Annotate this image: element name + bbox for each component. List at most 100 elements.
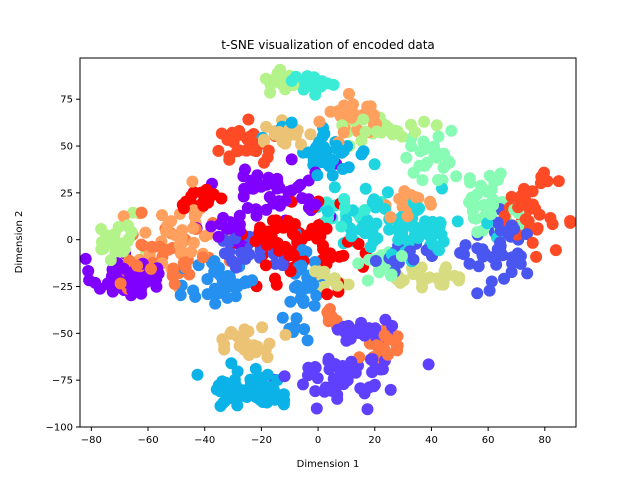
scatter-point	[277, 388, 290, 401]
scatter-point	[428, 140, 440, 153]
scatter-point	[256, 321, 269, 334]
scatter-point	[344, 332, 357, 345]
scatter-point	[307, 278, 320, 291]
scatter-point	[352, 238, 365, 250]
scatter-point	[338, 193, 351, 205]
scatter-point	[488, 175, 501, 188]
scatter-point	[301, 334, 314, 347]
scatter-point	[325, 313, 338, 325]
scatter-point	[382, 333, 395, 345]
scatter-point	[275, 69, 288, 81]
scatter-point	[237, 170, 250, 183]
scatter-point	[225, 389, 238, 402]
scatter-point	[417, 135, 430, 148]
scatter-point	[114, 277, 127, 290]
scatter-point	[430, 119, 443, 132]
scatter-point	[176, 224, 189, 237]
scatter-point	[533, 208, 546, 221]
x-tick-label: −40	[194, 435, 215, 446]
scatter-point	[296, 244, 309, 256]
scatter-point	[494, 167, 507, 180]
scatter-point	[249, 346, 262, 359]
scatter-point	[310, 402, 323, 415]
scatter-point	[479, 247, 492, 260]
scatter-point	[362, 227, 375, 239]
scatter-point	[490, 258, 503, 271]
scatter-point	[506, 257, 519, 270]
scatter-point	[191, 368, 204, 381]
scatter-point	[337, 249, 350, 262]
scatter-point	[526, 236, 539, 249]
scatter-point	[197, 251, 209, 264]
y-axis-label: Dimension 2	[14, 211, 25, 274]
scatter-point	[354, 382, 367, 395]
scatter-point	[564, 215, 577, 227]
scatter-point	[418, 115, 431, 128]
scatter-point	[327, 154, 340, 166]
scatter-point	[309, 385, 322, 398]
scatter-point	[156, 209, 168, 222]
scatter-point	[297, 294, 310, 307]
scatter-point	[361, 100, 374, 113]
scatter-point	[279, 194, 292, 207]
scatter-point	[414, 145, 427, 158]
scatter-point	[373, 266, 386, 279]
scatter-point	[367, 380, 380, 393]
scatter-point	[316, 130, 329, 143]
scatter-point	[201, 273, 214, 286]
scatter-point	[285, 74, 298, 87]
scatter-point	[226, 255, 239, 268]
scatter-point	[361, 274, 374, 287]
scatter-point	[298, 323, 311, 336]
scatter-point	[309, 88, 322, 101]
y-axis-ticks: −100 −75 −50 −25 0 25 50 75	[46, 95, 80, 434]
scatter-point	[352, 257, 365, 270]
scatter-point	[471, 188, 483, 201]
scatter-point	[139, 226, 152, 239]
scatter-point	[212, 144, 225, 157]
scatter-point	[186, 175, 199, 188]
scatter-point	[309, 149, 322, 162]
x-tick-label: −80	[81, 435, 102, 446]
scatter-point	[318, 265, 331, 278]
scatter-point	[296, 192, 309, 205]
scatter-point	[225, 357, 238, 370]
scatter-point	[137, 239, 150, 252]
scatter-point	[267, 197, 280, 210]
x-tick-label: −60	[137, 435, 158, 446]
x-tick-label: 0	[315, 435, 321, 446]
scatter-point	[237, 277, 250, 290]
scatter-point	[237, 342, 250, 355]
scatter-point	[309, 198, 322, 211]
scatter-point	[266, 236, 279, 249]
scatter-point	[128, 276, 140, 289]
scatter-point	[259, 259, 272, 272]
scatter-point	[359, 125, 372, 138]
scatter-point	[89, 276, 102, 289]
scatter-point	[345, 355, 358, 368]
scatter-point	[104, 254, 117, 267]
scatter-point	[431, 151, 444, 164]
scatter-point	[206, 256, 219, 269]
scatter-point	[185, 190, 198, 203]
scatter-point	[464, 176, 477, 189]
scatter-point	[463, 257, 476, 270]
scatter-point	[549, 244, 562, 257]
scatter-point	[358, 204, 371, 216]
scatter-point	[242, 113, 255, 126]
scatter-point	[131, 259, 144, 272]
scatter-point	[369, 322, 382, 335]
scatter-point	[368, 158, 381, 171]
scatter-point	[355, 134, 368, 147]
scatter-point	[459, 239, 472, 252]
scatter-point	[494, 224, 507, 237]
scatter-point	[411, 203, 424, 216]
scatter-point	[463, 196, 476, 209]
scatter-point	[491, 243, 504, 256]
scatter-point	[277, 398, 290, 411]
y-tick-label: −25	[52, 282, 73, 293]
scatter-point	[412, 232, 425, 244]
scatter-point	[233, 209, 246, 222]
scatter-point	[338, 321, 351, 334]
scatter-point	[487, 193, 499, 206]
